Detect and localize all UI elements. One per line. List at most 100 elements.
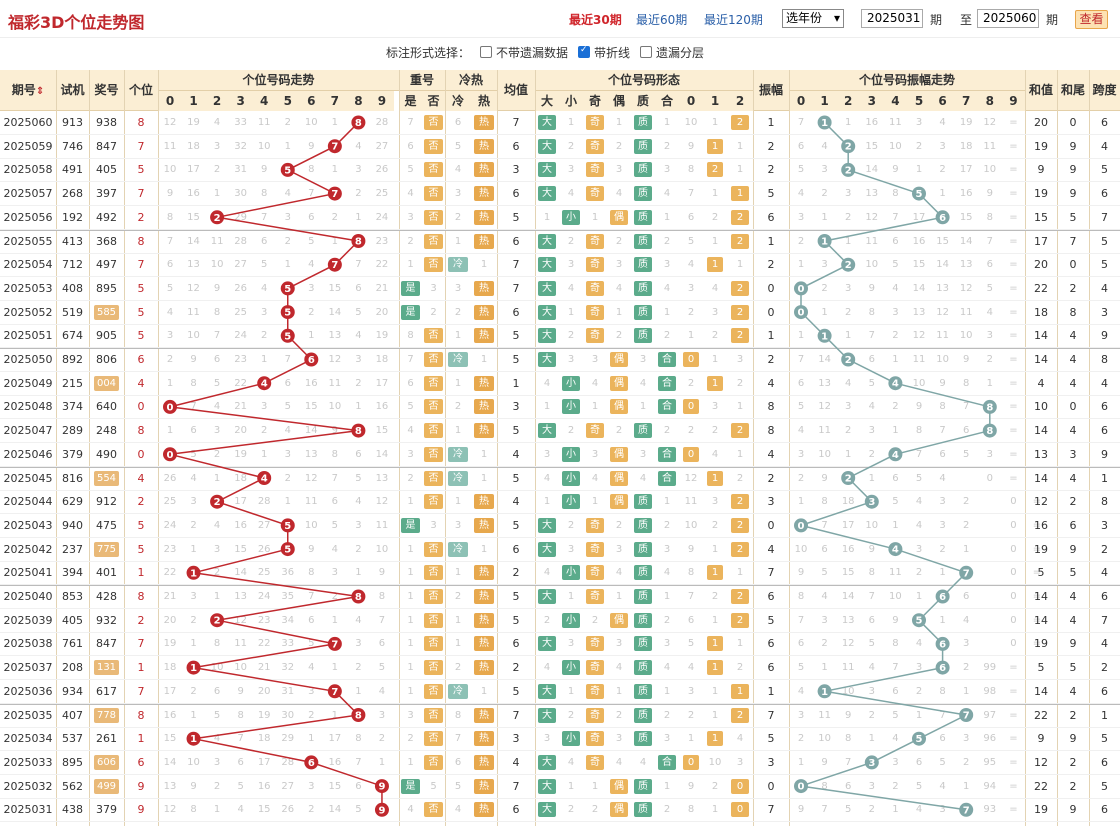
miss-count: 3 bbox=[543, 448, 551, 460]
recent-120-link[interactable]: 最近120期 bbox=[704, 13, 763, 27]
miss-count: 11 bbox=[210, 235, 224, 247]
test-cell: 407 bbox=[62, 708, 83, 722]
miss-count: 5 bbox=[355, 472, 362, 484]
miss-count: 1 bbox=[480, 259, 488, 271]
unit-ball-circle bbox=[280, 328, 295, 343]
span-cell: 1 bbox=[1101, 471, 1108, 485]
miss-count: 9 bbox=[821, 756, 828, 768]
trend-digit-header: 5 bbox=[275, 91, 300, 111]
unit-ball-label: 5 bbox=[284, 165, 291, 176]
miss-count: 16 bbox=[865, 117, 879, 128]
year-select[interactable]: 选年份 ▾ bbox=[782, 9, 844, 28]
miss-count: 5 bbox=[378, 662, 386, 674]
prize-cell: 932 bbox=[96, 613, 117, 627]
miss-count: 2 bbox=[845, 211, 852, 223]
unit-ball: 5 bbox=[280, 305, 295, 320]
miss-count: 5 bbox=[687, 638, 695, 650]
miss-count: 2 bbox=[892, 330, 899, 342]
polyline-checkbox[interactable] bbox=[578, 45, 591, 58]
prize-badge: 499 bbox=[94, 778, 119, 794]
recent-30-link[interactable]: 最近30期 bbox=[569, 13, 622, 27]
amp-ball: 5 bbox=[912, 186, 926, 201]
unit-cell: 5 bbox=[137, 542, 145, 556]
miss-count: 9 bbox=[331, 425, 339, 437]
road-badge: 2 bbox=[731, 541, 749, 557]
issue-cell: 2025036 bbox=[3, 684, 53, 698]
miss-count: 1 bbox=[736, 164, 744, 176]
miss-count: = bbox=[1032, 496, 1042, 508]
prize-cell: 368 bbox=[96, 234, 117, 248]
miss-count: 0 bbox=[1010, 519, 1017, 531]
miss-count: 6 bbox=[687, 614, 695, 626]
unit-ball-circle bbox=[327, 636, 342, 651]
test-cell: 934 bbox=[62, 684, 83, 698]
unit-ball: 8 bbox=[351, 423, 366, 438]
miss-count: 4 bbox=[892, 282, 899, 294]
miss-count: 2 bbox=[663, 519, 671, 531]
issue-unit-label: 期 bbox=[1046, 13, 1059, 27]
miss-count: 1 bbox=[454, 638, 462, 650]
miss-count: 3 bbox=[213, 543, 221, 555]
road-badge: 0 bbox=[683, 399, 699, 415]
coldhot-sub-header: 冷 bbox=[445, 91, 471, 111]
miss-count: 4 bbox=[213, 401, 221, 413]
miss-count: 19 bbox=[959, 117, 973, 128]
no-missing-data-checkbox[interactable] bbox=[480, 46, 493, 58]
miss-count: 18 bbox=[257, 733, 271, 745]
issue-cell: 2025039 bbox=[3, 613, 53, 627]
span-cell: 6 bbox=[1101, 116, 1108, 129]
miss-count: 7 bbox=[261, 211, 268, 223]
miss-count: 4 bbox=[213, 733, 221, 745]
form-badge: 奇 bbox=[586, 636, 604, 652]
view-button[interactable]: 查看 bbox=[1075, 10, 1108, 29]
miss-count: 7 bbox=[868, 330, 875, 342]
avg-cell: 4 bbox=[512, 495, 520, 509]
miss-count: 2 bbox=[166, 354, 174, 365]
missing-layer-checkbox[interactable] bbox=[640, 46, 653, 58]
row-divider bbox=[0, 702, 1120, 704]
miss-count: 10 bbox=[818, 448, 831, 460]
test-cell: 892 bbox=[62, 353, 83, 366]
span-cell: 4 bbox=[1101, 376, 1108, 390]
span-cell: 6 bbox=[1101, 755, 1108, 769]
miss-count: 6 bbox=[308, 211, 315, 223]
miss-count: 1 bbox=[711, 354, 719, 365]
miss-count: 7 bbox=[797, 614, 805, 626]
form-badge: 奇 bbox=[586, 115, 604, 130]
miss-count: 27 bbox=[375, 140, 389, 152]
avg-cell: 6 bbox=[512, 803, 520, 817]
miss-count: 10 bbox=[210, 662, 224, 674]
miss-count: 2 bbox=[190, 614, 197, 626]
form-badge: 奇 bbox=[586, 304, 604, 320]
miss-count: 10 bbox=[210, 259, 224, 271]
unit-cell: 2 bbox=[137, 613, 145, 627]
span-header: 跨度 bbox=[1089, 70, 1120, 111]
miss-count: 1 bbox=[797, 496, 805, 508]
recent-60-link[interactable]: 最近60期 bbox=[636, 13, 688, 27]
miss-count: 26 bbox=[281, 804, 295, 816]
unit-ball-label: 4 bbox=[261, 379, 268, 390]
miss-count: 14 bbox=[936, 259, 949, 271]
miss-count: 4 bbox=[986, 306, 993, 318]
miss-count: 1 bbox=[543, 211, 551, 223]
miss-count: 6 bbox=[868, 614, 875, 626]
form-badge: 大 bbox=[538, 517, 556, 533]
amp-cell: 6 bbox=[767, 661, 775, 675]
miss-count: 14 bbox=[841, 591, 855, 602]
from-issue-input[interactable]: 2025031 bbox=[861, 9, 923, 28]
miss-count: 1 bbox=[190, 709, 197, 721]
sort-arrows-icon[interactable]: ⇕ bbox=[35, 86, 45, 97]
page-title: 福彩3D个位走势图 bbox=[8, 13, 145, 32]
miss-count: 4 bbox=[407, 804, 414, 816]
unit-ball-circle bbox=[374, 779, 389, 794]
amp-ball-circle bbox=[794, 305, 808, 320]
unit-ball-label: 8 bbox=[355, 118, 362, 129]
miss-count: 10 bbox=[684, 519, 698, 531]
amp-cell: 2 bbox=[767, 471, 775, 485]
avg-cell: 5 bbox=[512, 353, 520, 366]
miss-count: 2 bbox=[711, 425, 719, 437]
miss-count: 1 bbox=[845, 235, 852, 247]
prize-cell: 617 bbox=[96, 684, 117, 698]
to-issue-input[interactable]: 2025060 bbox=[977, 9, 1039, 28]
road-badge: 0 bbox=[683, 446, 699, 462]
